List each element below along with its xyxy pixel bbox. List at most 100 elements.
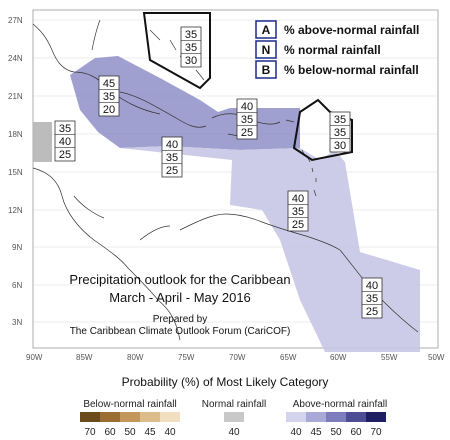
lon-label: 50W — [428, 353, 445, 362]
legend-swatch — [100, 412, 120, 422]
lon-label: 90W — [26, 353, 43, 362]
legend-heading: Probability (%) of Most Likely Category — [122, 375, 329, 389]
prepared-by-org: The Caribbean Climate Outlook Forum (Car… — [70, 326, 291, 337]
lat-label: 15N — [8, 168, 23, 177]
legend-tick: 50 — [124, 427, 136, 438]
legend-normal-label: Normal rainfall — [202, 399, 266, 410]
region-box-hispaniola: 40 35 25 — [236, 98, 258, 140]
region-box-guianas: 40 35 25 — [361, 277, 383, 319]
normal-value: 35 — [103, 91, 115, 103]
legend-below-label: Below-normal rainfall — [83, 399, 176, 410]
key-text-b: % below-normal rainfall — [284, 63, 419, 77]
longitude-labels: 90W 85W 80W 75W 70W 65W 60W 55W 50W — [26, 353, 445, 362]
normal-value: 35 — [166, 152, 178, 164]
below-value: 25 — [292, 219, 304, 231]
key-box-a — [255, 20, 277, 39]
normal-value: 35 — [185, 42, 197, 54]
lat-label: 21N — [8, 92, 23, 101]
region-caribbean-shade — [120, 146, 420, 352]
legend-tick: 45 — [144, 427, 156, 438]
region-box-western-cuba: 45 35 20 — [98, 75, 120, 117]
above-value: 45 — [103, 78, 115, 90]
outlined-regions — [142, 12, 353, 162]
key-letter-b: B — [262, 63, 271, 77]
key-box-b — [255, 60, 277, 79]
below-value: 25 — [59, 149, 71, 161]
lat-label: 6N — [12, 281, 22, 290]
map-title: Precipitation outlook for the Caribbean — [69, 272, 290, 287]
coastlines — [32, 19, 419, 341]
key-box-n — [255, 40, 277, 59]
lat-label: 12N — [8, 206, 23, 215]
region-box-windward-islands: 40 35 25 — [287, 190, 309, 232]
below-value: 30 — [334, 140, 346, 152]
lon-label: 85W — [76, 353, 93, 362]
prepared-by: Prepared by — [153, 314, 207, 325]
legend-tick: 40 — [164, 427, 176, 438]
above-value: 35 — [185, 29, 197, 41]
legend-swatch — [224, 412, 244, 422]
legend-swatch — [80, 412, 100, 422]
below-value: 25 — [366, 306, 378, 318]
above-value: 40 — [366, 280, 378, 292]
latitude-labels: 27N 24N 21N 18N 15N 12N 9N 6N 3N — [8, 16, 23, 327]
above-value: 40 — [166, 139, 178, 151]
legend-swatch — [326, 412, 346, 422]
map-subtitle: March - April - May 2016 — [109, 290, 251, 305]
legend-above-label: Above-normal rainfall — [293, 399, 388, 410]
key-letter-a: A — [262, 23, 271, 37]
normal-value: 35 — [334, 127, 346, 139]
lon-label: 70W — [229, 353, 246, 362]
legend-swatch — [366, 412, 386, 422]
above-value: 35 — [59, 123, 71, 135]
lat-label: 18N — [8, 130, 23, 139]
above-value: 35 — [334, 114, 346, 126]
below-value: 25 — [241, 127, 253, 139]
key-text-a: % above-normal rainfall — [284, 23, 419, 37]
legend-swatch — [140, 412, 160, 422]
key-text-n: % normal rainfall — [284, 43, 381, 57]
below-value: 25 — [166, 165, 178, 177]
legend-swatch — [346, 412, 366, 422]
lat-label: 24N — [8, 54, 23, 63]
legend-tick: 70 — [370, 427, 382, 438]
legend-below: Below-normal rainfall 70 60 50 45 40 — [80, 399, 180, 438]
legend-tick: 60 — [350, 427, 362, 438]
lat-label: 3N — [12, 318, 22, 327]
normal-value: 35 — [366, 293, 378, 305]
lon-label: 55W — [381, 353, 398, 362]
lat-label: 9N — [12, 243, 22, 252]
legend-tick: 40 — [228, 427, 240, 438]
below-value: 20 — [103, 104, 115, 116]
region-leeward-outline — [292, 98, 353, 162]
normal-value: 40 — [59, 136, 71, 148]
abn-key: A % above-normal rainfall N % normal rai… — [255, 20, 419, 79]
legend-normal: Normal rainfall 40 — [202, 399, 266, 438]
legend-tick: 50 — [330, 427, 342, 438]
legend-tick: 60 — [104, 427, 116, 438]
below-value: 30 — [185, 55, 197, 67]
region-box-belize: 35 40 25 — [54, 120, 76, 162]
lon-label: 65W — [280, 353, 297, 362]
legend-swatch — [286, 412, 306, 422]
legend-swatch — [120, 412, 140, 422]
region-box-leeward-islands: 35 35 30 — [329, 111, 351, 153]
key-letter-n: N — [262, 43, 271, 57]
lon-label: 75W — [178, 353, 195, 362]
legend-swatch — [306, 412, 326, 422]
region-box-caribbean-sea: 40 35 25 — [161, 136, 183, 178]
normal-value: 35 — [241, 114, 253, 126]
lat-label: 27N — [8, 16, 23, 25]
lon-label: 80W — [127, 353, 144, 362]
lon-label: 60W — [330, 353, 347, 362]
region-box-bahamas-north: 35 35 30 — [180, 26, 202, 68]
legend-tick: 45 — [310, 427, 322, 438]
above-value: 40 — [241, 101, 253, 113]
above-value: 40 — [292, 193, 304, 205]
legend-swatch — [160, 412, 180, 422]
region-bahamas-outline — [142, 12, 211, 90]
legend-tick: 40 — [290, 427, 302, 438]
region-belize-shade — [33, 122, 52, 162]
normal-value: 35 — [292, 206, 304, 218]
